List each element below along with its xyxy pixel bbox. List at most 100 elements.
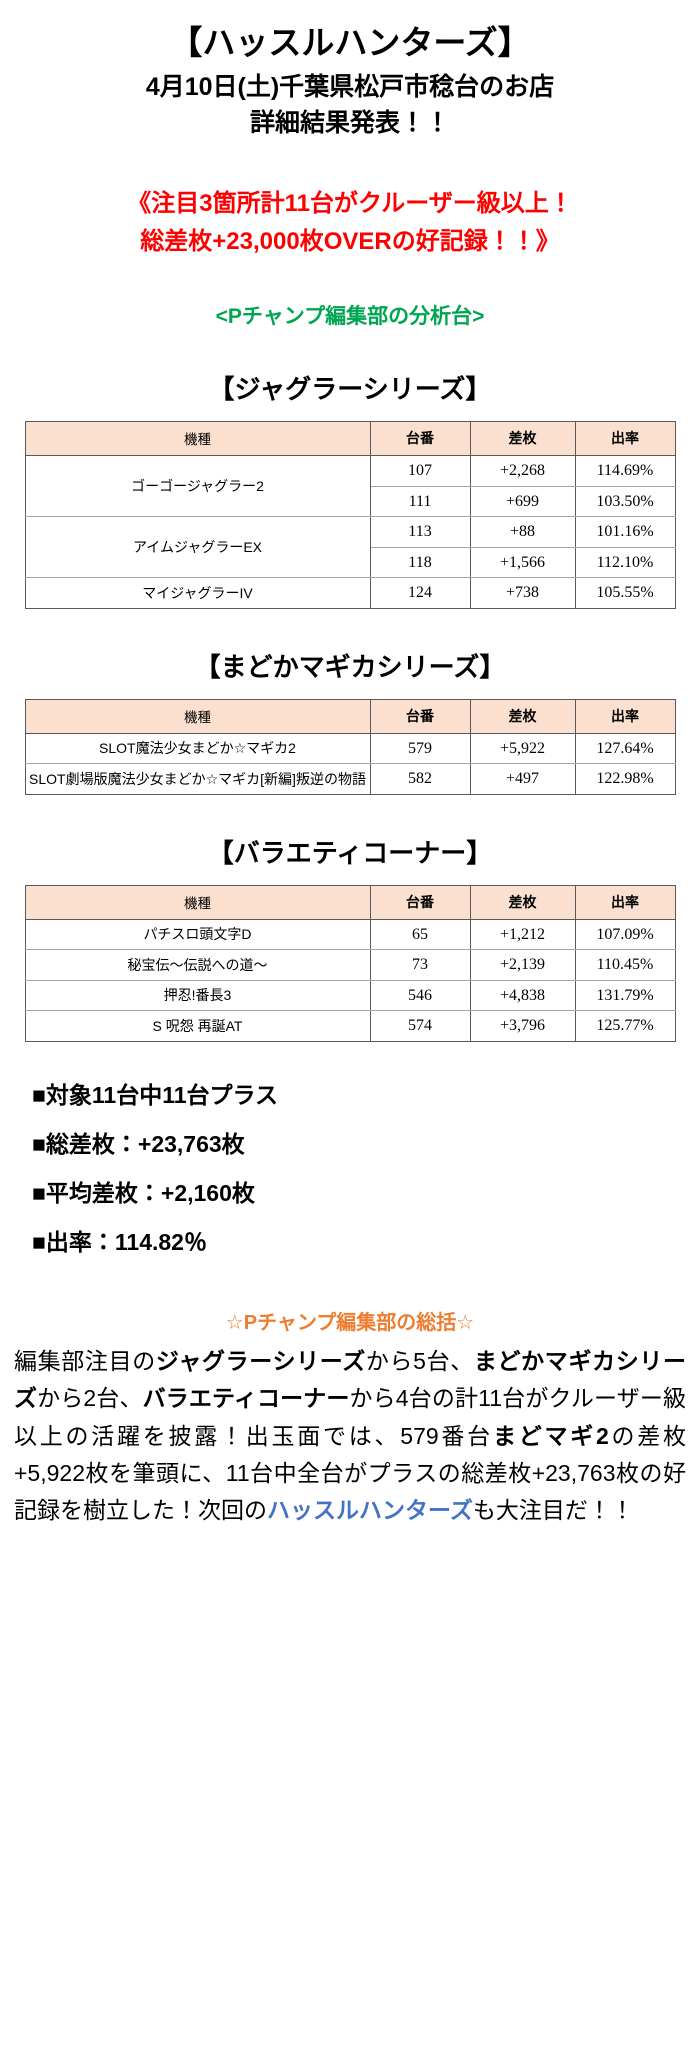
page-subtitle-announcement: 詳細結果発表！！ (249, 109, 450, 138)
cell-diff-coins: +1,212 (469, 918, 576, 951)
col-header-machine: 機種 (24, 884, 371, 920)
section-heading: 【まどかマギカシリーズ】 (194, 651, 506, 682)
table-header-row: 機種 台番 差枚 出率 (24, 420, 676, 456)
cell-diff-coins: +3,796 (469, 1010, 576, 1043)
cell-diff-coins: +738 (469, 577, 576, 609)
highlight-banner: 《注目3箇所計11台がクルーザー級以上！ 総差枚+23,000枚OVERの好記録… (0, 185, 700, 259)
col-header-number: 台番 (369, 698, 471, 734)
cell-machine-number: 574 (369, 1010, 471, 1043)
cell-machine-name: 押忍!番長3 (24, 979, 371, 1012)
concl-bold-madoka: まどかマギカシリーズ (14, 1348, 687, 1412)
table-row: 111 +699 103.50% (25, 485, 676, 518)
result-report-page: 【ハッスルハンターズ】 4月10日(土)千葉県松戸市稔台のお店 詳細結果発表！！… (0, 0, 700, 1559)
page-header: 【ハッスルハンターズ】 4月10日(土)千葉県松戸市稔台のお店 詳細結果発表！！ (0, 0, 700, 141)
col-header-rate: 出率 (574, 420, 676, 456)
cell-diff-coins: +5,922 (469, 732, 576, 765)
col-header-diff: 差枚 (469, 698, 576, 734)
table-row: マイジャグラーIV 124 +738 105.55% (24, 577, 676, 609)
col-header-machine: 機種 (24, 698, 371, 734)
cell-diff-coins: +88 (469, 516, 576, 548)
concl-bold-hustle-hunters: ハッスルハンターズ (267, 1497, 473, 1524)
table-row: ゴーゴージャグラー2 107 +2,268 114.69% (24, 454, 676, 518)
col-header-machine: 機種 (24, 420, 371, 456)
page-subtitle-date-store: 4月10日(土)千葉県松戸市稔台のお店 (145, 72, 555, 101)
table-row: 押忍!番長3 546 +4,838 131.79% (24, 979, 676, 1012)
cell-diff-coins: +2,268 (469, 454, 576, 487)
cell-diff-coins: +1,566 (469, 546, 576, 579)
cell-payout-rate: 127.64% (574, 732, 676, 765)
table-row: アイムジャグラーEX 113 +88 101.16% (24, 516, 676, 579)
results-table: 機種 台番 差枚 出率 SLOT魔法少女まどか☆マギカ2 579 +5,922 127.64%… (24, 698, 676, 795)
summary-stats: ■対象11台中11台プラス ■総差枚：+23,763枚 ■平均差枚：+2,160… (0, 1084, 700, 1254)
stat-average-diff: ■平均差枚：+2,160枚 (32, 1180, 255, 1207)
cell-diff-coins: +4,838 (469, 979, 576, 1012)
table-row: SLOT劇場版魔法少女まどか☆マギカ[新編]叛逆の物語 582 +497 122.98… (24, 763, 676, 795)
results-table: 機種 台番 差枚 出率 パチスロ頭文字D 65 +1,212 107.09% 秘宝伝〜伝説への道… (24, 884, 676, 1043)
conclusion-heading: ☆Pチャンプ編集部の総括☆ (225, 1312, 475, 1335)
cell-payout-rate: 103.50% (574, 485, 676, 518)
cell-machine-number: 113 (369, 516, 471, 548)
col-header-diff: 差枚 (469, 884, 576, 920)
col-header-diff: 差枚 (469, 420, 576, 456)
cell-payout-rate: 131.79% (574, 979, 676, 1012)
table-header-row: 機種 台番 差枚 出率 (24, 884, 676, 920)
highlight-line-1: 《注目3箇所計11台がクルーザー級以上！ (127, 190, 573, 218)
cell-payout-rate: 105.55% (574, 577, 676, 609)
cell-payout-rate: 110.45% (574, 949, 676, 981)
cell-diff-coins: +2,139 (469, 949, 576, 981)
cell-payout-rate: 112.10% (574, 546, 676, 579)
cell-payout-rate: 122.98% (574, 763, 676, 795)
cell-payout-rate: 107.09% (574, 918, 676, 951)
concl-text-5: の差枚+5,922枚を筆頭に、11台中全台がプラスの総差枚+23,763枚の好記… (14, 1422, 687, 1524)
cell-machine-name: SLOT魔法少女まどか☆マギカ2 (24, 732, 371, 765)
concl-text-1: 編集部注目の (14, 1348, 156, 1375)
concl-text-2: から5台、 (365, 1348, 474, 1375)
table-row: 118 +1,566 112.10% (25, 546, 676, 579)
cell-machine-name: S 呪怨 再誕AT (24, 1010, 371, 1043)
cell-payout-rate: 125.77% (574, 1010, 676, 1043)
conclusion-body: 編集部注目のジャグラーシリーズから5台、まどかマギカシリーズから2台、バラエティ… (0, 1343, 700, 1559)
cell-machine-name: アイムジャグラーEX (24, 516, 371, 579)
col-header-number: 台番 (369, 884, 471, 920)
concl-bold-variety: バラエティコーナー (142, 1385, 350, 1412)
highlight-line-2: 総差枚+23,000枚OVERの好記録！！》 (140, 227, 560, 255)
col-header-rate: 出率 (574, 884, 676, 920)
cell-machine-number: 73 (369, 949, 471, 981)
cell-machine-name: 秘宝伝〜伝説への道〜 (24, 949, 371, 981)
page-title: 【ハッスルハンターズ】 (169, 24, 531, 61)
cell-payout-rate: 101.16% (574, 516, 676, 548)
table-header-row: 機種 台番 差枚 出率 (24, 698, 676, 734)
cell-diff-coins: +497 (469, 763, 576, 795)
table-row: S 呪怨 再誕AT 574 +3,796 125.77% (24, 1010, 676, 1043)
cell-machine-number: 118 (369, 546, 471, 579)
cell-machine-number: 111 (369, 485, 471, 518)
concl-bold-juggler: ジャグラーシリーズ (155, 1348, 366, 1375)
table-row: SLOT魔法少女まどか☆マギカ2 579 +5,922 127.64% (24, 732, 676, 765)
cell-machine-number: 579 (369, 732, 471, 765)
cell-machine-name: マイジャグラーIV (24, 577, 371, 609)
col-header-rate: 出率 (574, 698, 676, 734)
table-row: 秘宝伝〜伝説への道〜 73 +2,139 110.45% (24, 949, 676, 981)
cell-machine-number: 65 (369, 918, 471, 951)
stat-payout-rate: ■出率：114.82％ (32, 1229, 207, 1256)
cell-machine-number: 546 (369, 979, 471, 1012)
cell-machine-name: パチスロ頭文字D (24, 918, 371, 951)
concl-text-3: から2台、 (37, 1385, 143, 1412)
concl-text-6: も大注目だ！！ (472, 1497, 634, 1524)
cell-machine-name: SLOT劇場版魔法少女まどか☆マギカ[新編]叛逆の物語 (24, 763, 371, 795)
table-row: パチスロ頭文字D 65 +1,212 107.09% (24, 918, 676, 951)
concl-text-4: から4台の計11台がクルーザー級以上の活躍を披露！出玉面では、579番台 (14, 1385, 687, 1449)
cell-machine-name: ゴーゴージャグラー2 (24, 454, 371, 518)
section-heading: 【バラエティコーナー】 (207, 837, 493, 868)
results-sections: 【ジャグラーシリーズ】 機種 台番 差枚 出率 ゴーゴージャグラー2 107 +2,268 11… (0, 373, 700, 1043)
cell-machine-number: 107 (369, 454, 471, 487)
cell-diff-coins: +699 (469, 485, 576, 518)
stat-total-diff: ■総差枚：+23,763枚 (32, 1131, 245, 1158)
col-header-number: 台番 (369, 420, 471, 456)
section-heading: 【ジャグラーシリーズ】 (208, 374, 492, 405)
results-table: 機種 台番 差枚 出率 ゴーゴージャグラー2 107 +2,268 114.69% 111 +69… (24, 420, 676, 609)
cell-payout-rate: 114.69% (574, 454, 676, 487)
analysis-note: <Pチャンプ編集部の分析台> (215, 304, 485, 328)
cell-machine-number: 582 (369, 763, 471, 795)
concl-bold-madomagi2: まどマギ2 (492, 1422, 609, 1449)
